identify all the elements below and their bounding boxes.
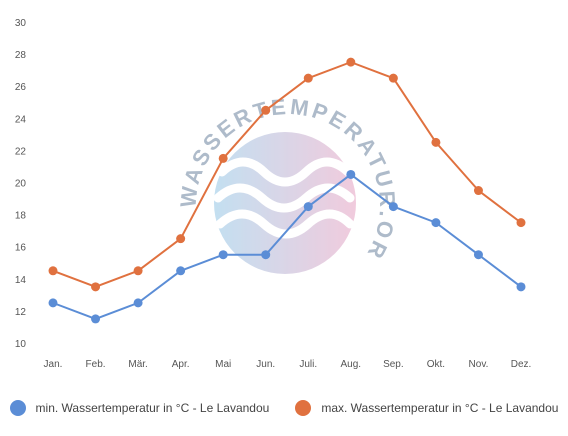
x-tick-label: Jan. <box>44 359 63 370</box>
data-point-min <box>218 250 228 260</box>
data-point-max <box>346 57 356 67</box>
y-tick-label: 28 <box>15 50 27 61</box>
y-tick-label: 18 <box>15 211 27 222</box>
legend-label-max: max. Wassertemperatur in °C - Le Lavando… <box>321 401 559 415</box>
series-layer <box>48 57 526 324</box>
x-tick-label: Apr. <box>172 359 190 370</box>
x-tick-label: Juli. <box>299 359 317 370</box>
x-tick-label: Jun. <box>256 359 275 370</box>
legend-label-min: min. Wassertemperatur in °C - Le Lavando… <box>35 401 270 415</box>
data-point-max <box>431 137 441 147</box>
data-point-max <box>48 266 58 276</box>
y-tick-label: 20 <box>15 179 27 190</box>
legend-item-min[interactable]: min. Wassertemperatur in °C - Le Lavando… <box>9 400 270 416</box>
x-tick-label: Dez. <box>511 359 532 370</box>
data-point-min <box>176 266 186 276</box>
x-tick-label: Aug. <box>341 359 362 370</box>
data-point-min <box>261 250 271 260</box>
data-point-max <box>261 105 271 115</box>
x-tick-label: Sep. <box>383 359 404 370</box>
data-point-max <box>303 73 313 83</box>
y-tick-label: 24 <box>15 114 27 125</box>
y-tick-label: 10 <box>15 339 27 350</box>
x-tick-label: Nov. <box>469 359 489 370</box>
legend-marker-min <box>9 400 26 416</box>
data-point-max <box>516 218 526 228</box>
legend-marker-max <box>295 400 312 416</box>
data-point-max <box>388 73 398 83</box>
data-point-max <box>91 282 101 292</box>
data-point-min <box>303 202 313 212</box>
data-point-min <box>388 202 398 212</box>
y-tick-label: 30 <box>15 18 27 29</box>
data-point-min <box>133 298 143 308</box>
y-tick-label: 22 <box>15 146 27 157</box>
y-tick-label: 26 <box>15 82 27 93</box>
x-tick-label: Mai <box>215 359 231 370</box>
series-line-max <box>52 61 522 288</box>
data-point-min <box>473 250 483 260</box>
data-point-min <box>91 314 101 324</box>
series-line-min <box>52 173 522 320</box>
y-axis: 10 12 14 16 18 20 22 24 26 28 30 <box>15 18 27 350</box>
data-point-max <box>133 266 143 276</box>
x-tick-label: Mär. <box>128 359 147 370</box>
data-point-min <box>431 218 441 228</box>
x-axis: Jan. Feb. Mär. Apr. Mai Jun. Juli. Aug. Sep. Okt.… <box>44 359 532 370</box>
data-point-max <box>473 186 483 196</box>
y-tick-label: 16 <box>15 243 27 254</box>
data-point-min <box>48 298 58 308</box>
legend-item-max[interactable]: max. Wassertemperatur in °C - Le Lavando… <box>295 400 558 416</box>
data-point-max <box>176 234 186 244</box>
line-chart: WASSERTEMPERATUR.ORG 10 12 14 16 18 20 22 24 26 2… <box>0 0 532 370</box>
legend: min. Wassertemperatur in °C - Le Lavando… <box>0 396 568 420</box>
y-tick-label: 14 <box>15 275 27 286</box>
x-tick-label: Feb. <box>86 359 106 370</box>
x-tick-label: Okt. <box>427 359 445 370</box>
data-point-min <box>346 169 356 179</box>
data-point-max <box>218 153 228 163</box>
watermark-logo: WASSERTEMPERATUR.ORG <box>0 0 397 274</box>
data-point-min <box>516 282 526 292</box>
y-tick-label: 12 <box>15 307 27 318</box>
